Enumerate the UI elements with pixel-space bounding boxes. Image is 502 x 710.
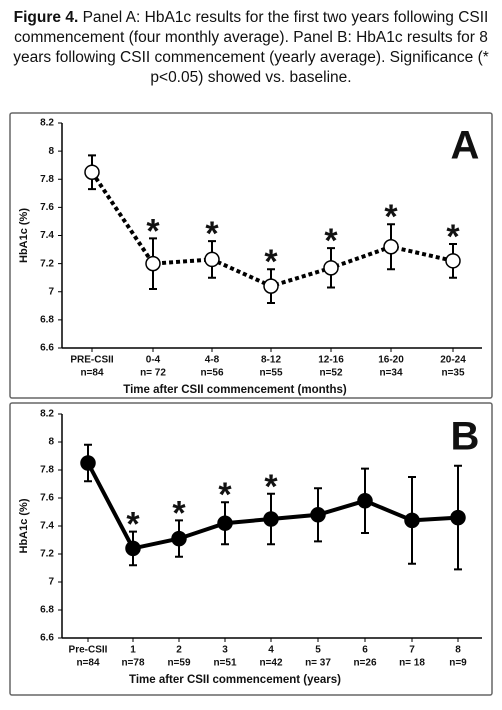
sample-size: n=56: [200, 368, 224, 379]
panel-label: B: [451, 415, 480, 459]
sample-size: n= 72: [140, 368, 166, 379]
marker: [323, 260, 339, 276]
significance-star: *: [384, 198, 398, 236]
x-tick-label: 8: [455, 645, 461, 656]
marker: [445, 253, 461, 269]
y-tick-label: 6.8: [40, 315, 54, 326]
sample-size: n=84: [76, 658, 100, 669]
x-tick-label: 7: [409, 645, 415, 656]
y-axis-label: HbA1c (%): [18, 498, 30, 553]
x-tick-label: 5: [315, 645, 321, 656]
x-tick-label: 4: [268, 645, 274, 656]
sample-size: n=35: [441, 368, 465, 379]
marker: [171, 530, 187, 547]
y-tick-label: 7.2: [40, 549, 54, 560]
sample-size: n=51: [213, 658, 237, 669]
panel-frame: [9, 402, 493, 696]
significance-star: *: [205, 215, 219, 253]
y-tick-label: 7.6: [40, 493, 54, 504]
marker: [404, 512, 420, 529]
marker: [263, 278, 279, 294]
significance-star: *: [172, 494, 186, 532]
sample-size: n=59: [167, 658, 191, 669]
significance-star: *: [264, 243, 278, 281]
sample-size: n=9: [449, 658, 467, 669]
significance-star: *: [446, 218, 460, 256]
marker: [383, 239, 399, 255]
y-tick-label: 8: [48, 437, 54, 448]
marker: [80, 455, 96, 471]
sample-size: n= 37: [305, 658, 331, 669]
marker: [217, 515, 233, 531]
y-tick-label: 7.8: [40, 174, 54, 185]
x-tick-label: 12-16: [318, 355, 344, 366]
y-tick-label: 7.2: [40, 258, 54, 269]
significance-star: *: [218, 476, 232, 514]
marker: [310, 507, 326, 523]
significance-star: *: [126, 506, 140, 544]
x-tick-label: 6: [362, 645, 368, 656]
significance-star: *: [324, 222, 338, 260]
y-tick-label: 6.6: [40, 343, 54, 354]
y-tick-label: 6.8: [40, 605, 54, 616]
significance-star: *: [264, 468, 278, 506]
marker: [125, 540, 141, 557]
x-axis-label: Time after CSII commencement (months): [123, 384, 347, 396]
y-tick-label: 7: [48, 286, 54, 297]
caption-text: Panel A: HbA1c results for the first two…: [13, 9, 489, 86]
sample-size: n=55: [259, 368, 283, 379]
sample-size: n=52: [319, 368, 343, 379]
y-tick-label: 7: [48, 577, 54, 588]
y-tick-label: 8.2: [40, 409, 54, 420]
marker: [450, 509, 466, 526]
sample-size: n=34: [379, 368, 403, 379]
caption: Figure 4. Panel A: HbA1c results for the…: [0, 0, 502, 108]
x-tick-label: 3: [222, 645, 228, 656]
x-tick-label: 2: [176, 645, 182, 656]
marker: [357, 493, 373, 509]
x-tick-label: PRE-CSII: [70, 355, 114, 366]
sample-size: n=78: [121, 658, 145, 669]
x-tick-label: 0-4: [146, 355, 161, 366]
y-axis-label: HbA1c (%): [18, 208, 30, 263]
x-tick-label: 4-8: [205, 355, 220, 366]
sample-size: n= 18: [399, 658, 425, 669]
y-tick-label: 8.2: [40, 118, 54, 129]
sample-size: n=26: [353, 658, 377, 669]
significance-star: *: [146, 212, 160, 250]
x-tick-label: 16-20: [378, 355, 404, 366]
marker: [145, 255, 161, 272]
y-tick-label: 6.6: [40, 633, 54, 644]
marker: [263, 511, 279, 527]
sample-size: n=42: [259, 658, 283, 669]
figure: A 6.6 6.8 7 7.2 7.4 7.6 7.8 8 8.2 HbA1c (%) Time af…: [9, 112, 493, 696]
marker: [204, 251, 220, 268]
panel-label: A: [451, 124, 480, 168]
x-tick-label: 1: [130, 645, 136, 656]
panel-frame: [9, 112, 493, 399]
y-tick-label: 8: [48, 146, 54, 157]
sample-size: n=84: [80, 368, 104, 379]
y-tick-label: 7.4: [40, 230, 54, 241]
marker: [84, 164, 100, 180]
x-tick-label: Pre-CSII: [69, 645, 108, 656]
y-tick-label: 7.6: [40, 202, 54, 213]
x-tick-label: 20-24: [440, 355, 466, 366]
y-tick-label: 7.4: [40, 521, 54, 532]
y-tick-label: 7.8: [40, 465, 54, 476]
x-axis-label: Time after CSII commencement (years): [129, 674, 341, 686]
caption-label: Figure 4.: [13, 9, 79, 26]
x-tick-label: 8-12: [261, 355, 281, 366]
